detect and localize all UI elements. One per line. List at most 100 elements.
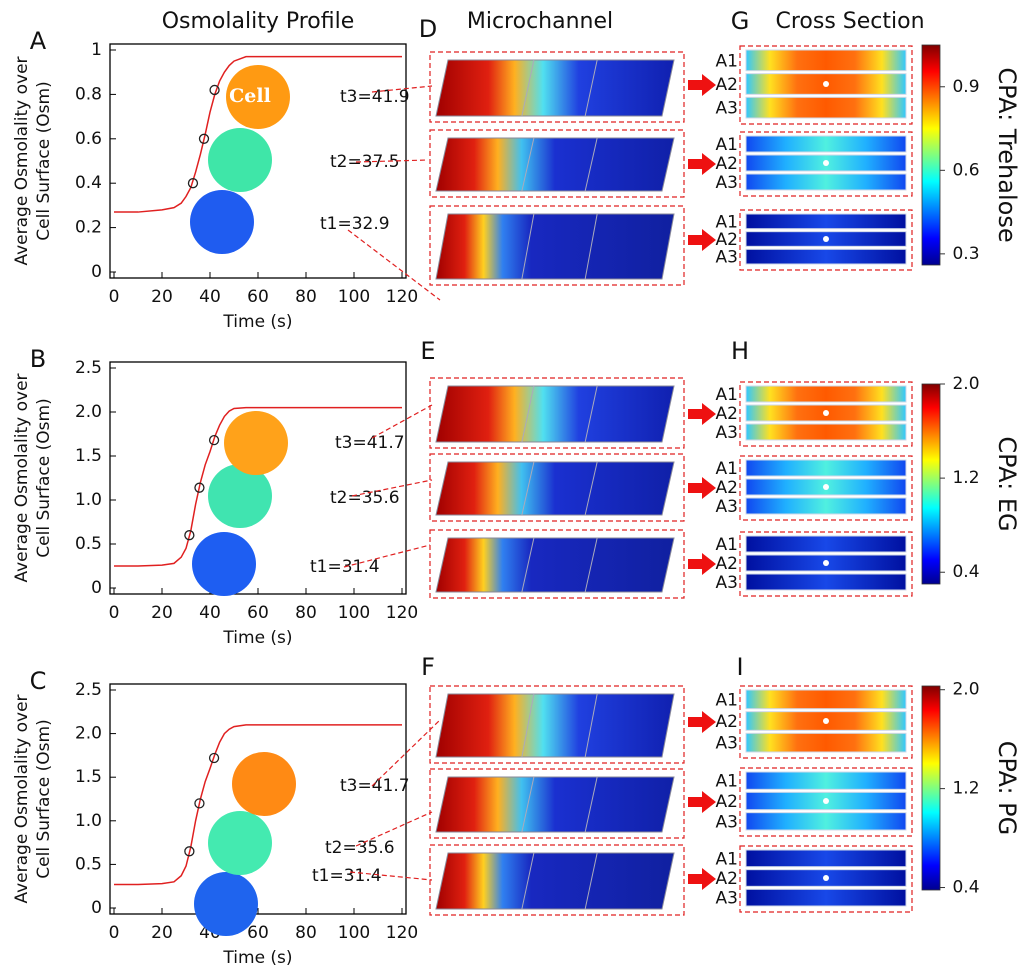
time-label: t2=35.6 — [330, 488, 400, 508]
channel-divider — [521, 137, 535, 192]
cell — [194, 872, 258, 936]
section-label: A2 — [716, 712, 738, 732]
marker — [209, 84, 220, 96]
channel-divider — [521, 59, 535, 117]
x-tick-label: 40 — [199, 603, 221, 623]
microchannel — [435, 385, 675, 443]
x-tick-label: 100 — [338, 923, 370, 943]
x-axis-label: Time (s) — [222, 628, 292, 648]
y-tick-label: 1.0 — [75, 490, 102, 510]
microchannel-box — [429, 205, 685, 286]
microchannel — [435, 59, 675, 117]
colorbar-tick-label: 0.4 — [952, 562, 979, 582]
time-label: t1=31.4 — [312, 866, 382, 886]
microchannel — [435, 693, 675, 758]
channel-divider — [521, 537, 535, 593]
y-tick-label: 2.0 — [75, 724, 102, 744]
microchannel-box — [429, 129, 685, 198]
section-label: A3 — [716, 889, 738, 909]
section-label: A3 — [716, 573, 738, 593]
cross-section-box — [739, 209, 913, 271]
panel-letter: I — [736, 653, 743, 681]
channel-divider — [584, 385, 598, 443]
y-axis-label: Cell Surface (Osm) — [34, 719, 54, 878]
cross-section-bar — [745, 213, 907, 230]
connector — [355, 811, 433, 847]
channel-divider — [584, 59, 598, 117]
channel-divider — [584, 852, 598, 910]
channel-divider — [521, 852, 535, 910]
cell — [190, 190, 254, 254]
column-header: Microchannel — [467, 9, 613, 34]
arrow — [688, 403, 716, 425]
colorbar-tick-label: 0.9 — [952, 77, 979, 97]
section-label: A1 — [716, 459, 738, 479]
curve — [114, 406, 402, 567]
cpa-label: CPA: Trehalose — [993, 67, 1021, 242]
channel-divider — [584, 137, 598, 192]
section-label: A2 — [716, 75, 738, 95]
channel-divider — [584, 693, 598, 758]
microchannel — [435, 776, 675, 833]
connector — [349, 871, 433, 881]
section-label: A3 — [716, 423, 738, 443]
x-tick-label: 0 — [109, 603, 120, 623]
channel-divider — [521, 693, 535, 758]
y-tick-label: 1 — [91, 40, 102, 60]
y-tick-label: 0.5 — [75, 854, 102, 874]
cell — [208, 128, 272, 192]
y-axis-label: Average Osmolality over — [12, 694, 32, 903]
cross-section-box — [739, 845, 913, 913]
connector — [343, 544, 431, 568]
cell — [208, 811, 272, 875]
time-label: t3=41.7 — [340, 776, 410, 796]
y-tick-label: 0.5 — [75, 534, 102, 554]
channel-divider — [521, 385, 535, 443]
cpa-label: CPA: PG — [993, 741, 1021, 835]
y-tick-label: 1.0 — [75, 811, 102, 831]
cross-section-bar — [745, 689, 907, 710]
channel-divider — [521, 213, 535, 280]
panel-letter: E — [420, 337, 435, 365]
microchannel — [435, 137, 675, 192]
panel-letter: F — [421, 653, 435, 681]
arrow — [688, 553, 716, 575]
x-tick-label: 80 — [295, 287, 317, 307]
cross-section-bar — [745, 173, 907, 191]
section-label: A1 — [716, 849, 738, 869]
microchannel-box — [429, 768, 685, 839]
y-tick-label: 0 — [91, 262, 102, 282]
cross-section-bar — [745, 535, 907, 553]
marker — [184, 530, 195, 541]
connector — [355, 159, 429, 163]
microchannel — [435, 461, 675, 516]
channel-divider — [521, 776, 535, 833]
arrow — [688, 153, 716, 175]
colorbar-tick-label: 1.2 — [952, 779, 979, 799]
y-axis-label: Average Osmolality over — [12, 56, 32, 265]
x-tick-label: 60 — [247, 287, 269, 307]
probe-point — [823, 81, 829, 87]
marker — [198, 133, 210, 144]
x-tick-label: 100 — [338, 603, 370, 623]
cross-section-bar — [745, 96, 907, 119]
x-tick-label: 20 — [151, 603, 173, 623]
y-axis-label: Average Osmolality over — [12, 373, 32, 582]
probe-point — [823, 875, 829, 881]
x-tick-label: 20 — [151, 287, 173, 307]
connector — [347, 229, 441, 301]
colorbar-tick-label: 2.0 — [952, 680, 979, 700]
connector — [351, 479, 433, 497]
column-header: Cross Section — [775, 9, 924, 34]
cross-section-bar — [745, 849, 907, 868]
cross-section-bar — [745, 423, 907, 441]
y-tick-label: 1.5 — [75, 446, 102, 466]
x-tick-label: 0 — [109, 287, 120, 307]
section-label: A1 — [716, 212, 738, 232]
probe-point — [823, 160, 829, 166]
arrow — [688, 711, 716, 733]
x-tick-label: 60 — [247, 923, 269, 943]
probe-point — [823, 718, 829, 724]
section-label: A3 — [716, 734, 738, 754]
